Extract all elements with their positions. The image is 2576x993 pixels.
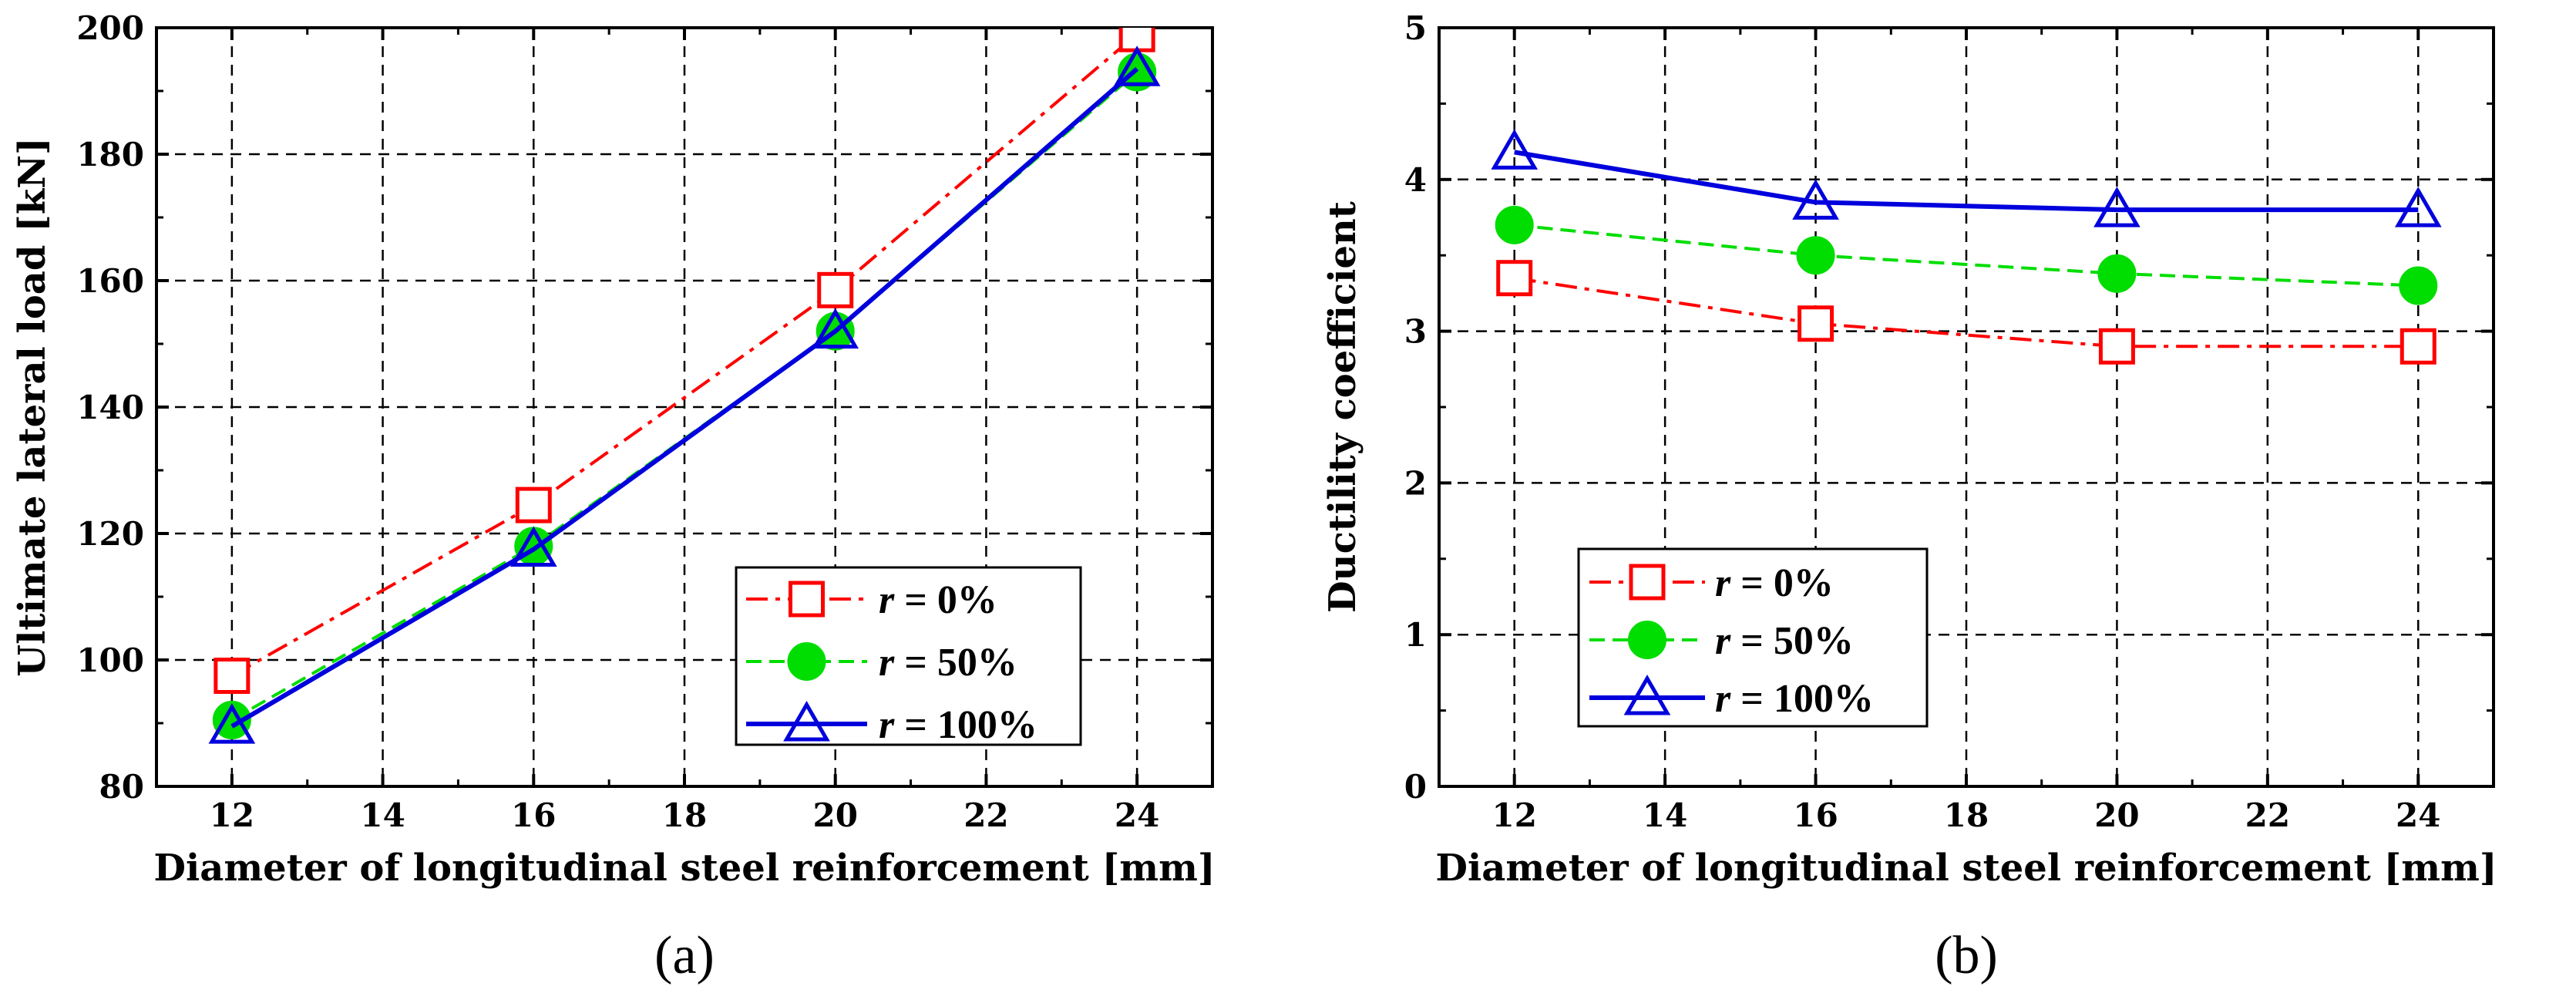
- data-point-s0-16: [1797, 305, 1834, 342]
- x-tick-label-20: 20: [2094, 796, 2139, 834]
- legend-marker-1: [787, 642, 826, 681]
- x-axis-title: Diameter of longitudinal steel reinforce…: [153, 847, 1215, 890]
- x-tick-label-24: 24: [2396, 796, 2440, 834]
- data-point-s1-24: [2399, 266, 2438, 305]
- y-tick-label-200: 200: [76, 9, 144, 47]
- legend-label-1: r = 50%: [1715, 619, 1854, 663]
- data-point-s0-24: [2399, 328, 2436, 365]
- data-point-s0-24: [1118, 28, 1155, 52]
- series-2: [1491, 129, 2442, 227]
- series-0: [1496, 260, 2436, 365]
- x-tick-label-24: 24: [1115, 796, 1159, 834]
- x-tick-label-14: 14: [360, 796, 405, 834]
- y-tick-label-0: 0: [1404, 768, 1427, 806]
- chart-panel-a: 12 14 16 18 20 22 24 80 100 120 140 160 180 200 Diamet…: [11, 9, 1216, 985]
- legend-marker-0: [1629, 564, 1666, 601]
- data-point-s1-16: [1796, 236, 1835, 275]
- panel-label-a: (a): [654, 926, 715, 985]
- series-line-0: [230, 32, 1138, 678]
- y-tick-label-160: 160: [76, 262, 144, 300]
- y-tick-label-4: 4: [1404, 161, 1427, 199]
- series-1: [1495, 205, 2438, 305]
- data-point-s2-20: [2093, 187, 2141, 227]
- data-point-s0-12: [214, 658, 251, 694]
- series-line-0: [1514, 276, 2419, 348]
- series-line-2: [1514, 150, 2419, 213]
- y-tick-label-5: 5: [1404, 9, 1427, 47]
- x-tick-label-16: 16: [511, 796, 556, 834]
- series-2: [208, 45, 1161, 744]
- legend-marker-2: [783, 701, 830, 742]
- panel-label-b: (b): [1935, 926, 1998, 985]
- data-point-s2-20: [812, 308, 859, 349]
- x-tick-label-20: 20: [812, 796, 857, 834]
- series-line-2: [230, 67, 1139, 729]
- y-axis-title: Ultimate lateral load [kN]: [11, 137, 54, 676]
- legend-label-2: r = 100%: [1715, 677, 1874, 721]
- data-point-s2-12: [208, 703, 256, 744]
- data-point-s1-20: [2097, 254, 2137, 293]
- data-point-s0-16: [515, 486, 552, 523]
- y-tick-label-2: 2: [1404, 464, 1427, 502]
- x-tick-label-16: 16: [1793, 796, 1838, 834]
- legend: r = 0% r = 50% r = 100%: [735, 566, 1082, 747]
- y-tick-label-100: 100: [76, 641, 144, 679]
- y-tick-label-180: 180: [76, 136, 144, 173]
- legend-label-2: r = 100%: [879, 703, 1037, 747]
- data-point-s2-24: [1113, 45, 1161, 86]
- x-tick-label-22: 22: [2245, 796, 2290, 834]
- data-point-s2-16: [1792, 179, 1839, 220]
- legend-marker-1: [1628, 621, 1666, 659]
- data-point-s0-20: [2098, 328, 2135, 365]
- data-point-s0-12: [1496, 260, 1533, 297]
- y-tick-label-3: 3: [1404, 313, 1427, 351]
- data-point-s2-16: [509, 526, 557, 567]
- x-tick-label-22: 22: [963, 796, 1008, 834]
- data-point-s1-12: [212, 700, 251, 739]
- y-tick-label-80: 80: [99, 768, 144, 806]
- legend-label-0: r = 0%: [879, 578, 997, 622]
- y-axis-title: Ductility coefficient: [1321, 201, 1364, 613]
- legend: r = 0% r = 50% r = 100%: [1577, 547, 1929, 728]
- series-line-1: [1514, 223, 2419, 288]
- data-point-s0-20: [817, 271, 854, 308]
- x-tick-label-18: 18: [1944, 796, 1989, 834]
- x-tick-label-14: 14: [1643, 796, 1687, 834]
- legend-marker-2: [1623, 675, 1671, 715]
- series-0: [214, 28, 1155, 694]
- x-tick-label-12: 12: [210, 796, 254, 834]
- data-point-s1-12: [1495, 205, 1534, 244]
- data-point-s2-12: [1491, 129, 1539, 170]
- legend-marker-0: [789, 581, 825, 618]
- y-tick-label-120: 120: [76, 515, 144, 553]
- legend-label-1: r = 50%: [879, 641, 1017, 685]
- x-tick-label-12: 12: [1491, 796, 1536, 834]
- x-axis-title: Diameter of longitudinal steel reinforce…: [1435, 847, 2497, 890]
- legend-label-0: r = 0%: [1715, 561, 1834, 605]
- data-point-s2-24: [2394, 187, 2442, 227]
- y-tick-label-140: 140: [76, 389, 144, 426]
- x-tick-label-18: 18: [662, 796, 707, 834]
- y-tick-label-1: 1: [1404, 616, 1427, 654]
